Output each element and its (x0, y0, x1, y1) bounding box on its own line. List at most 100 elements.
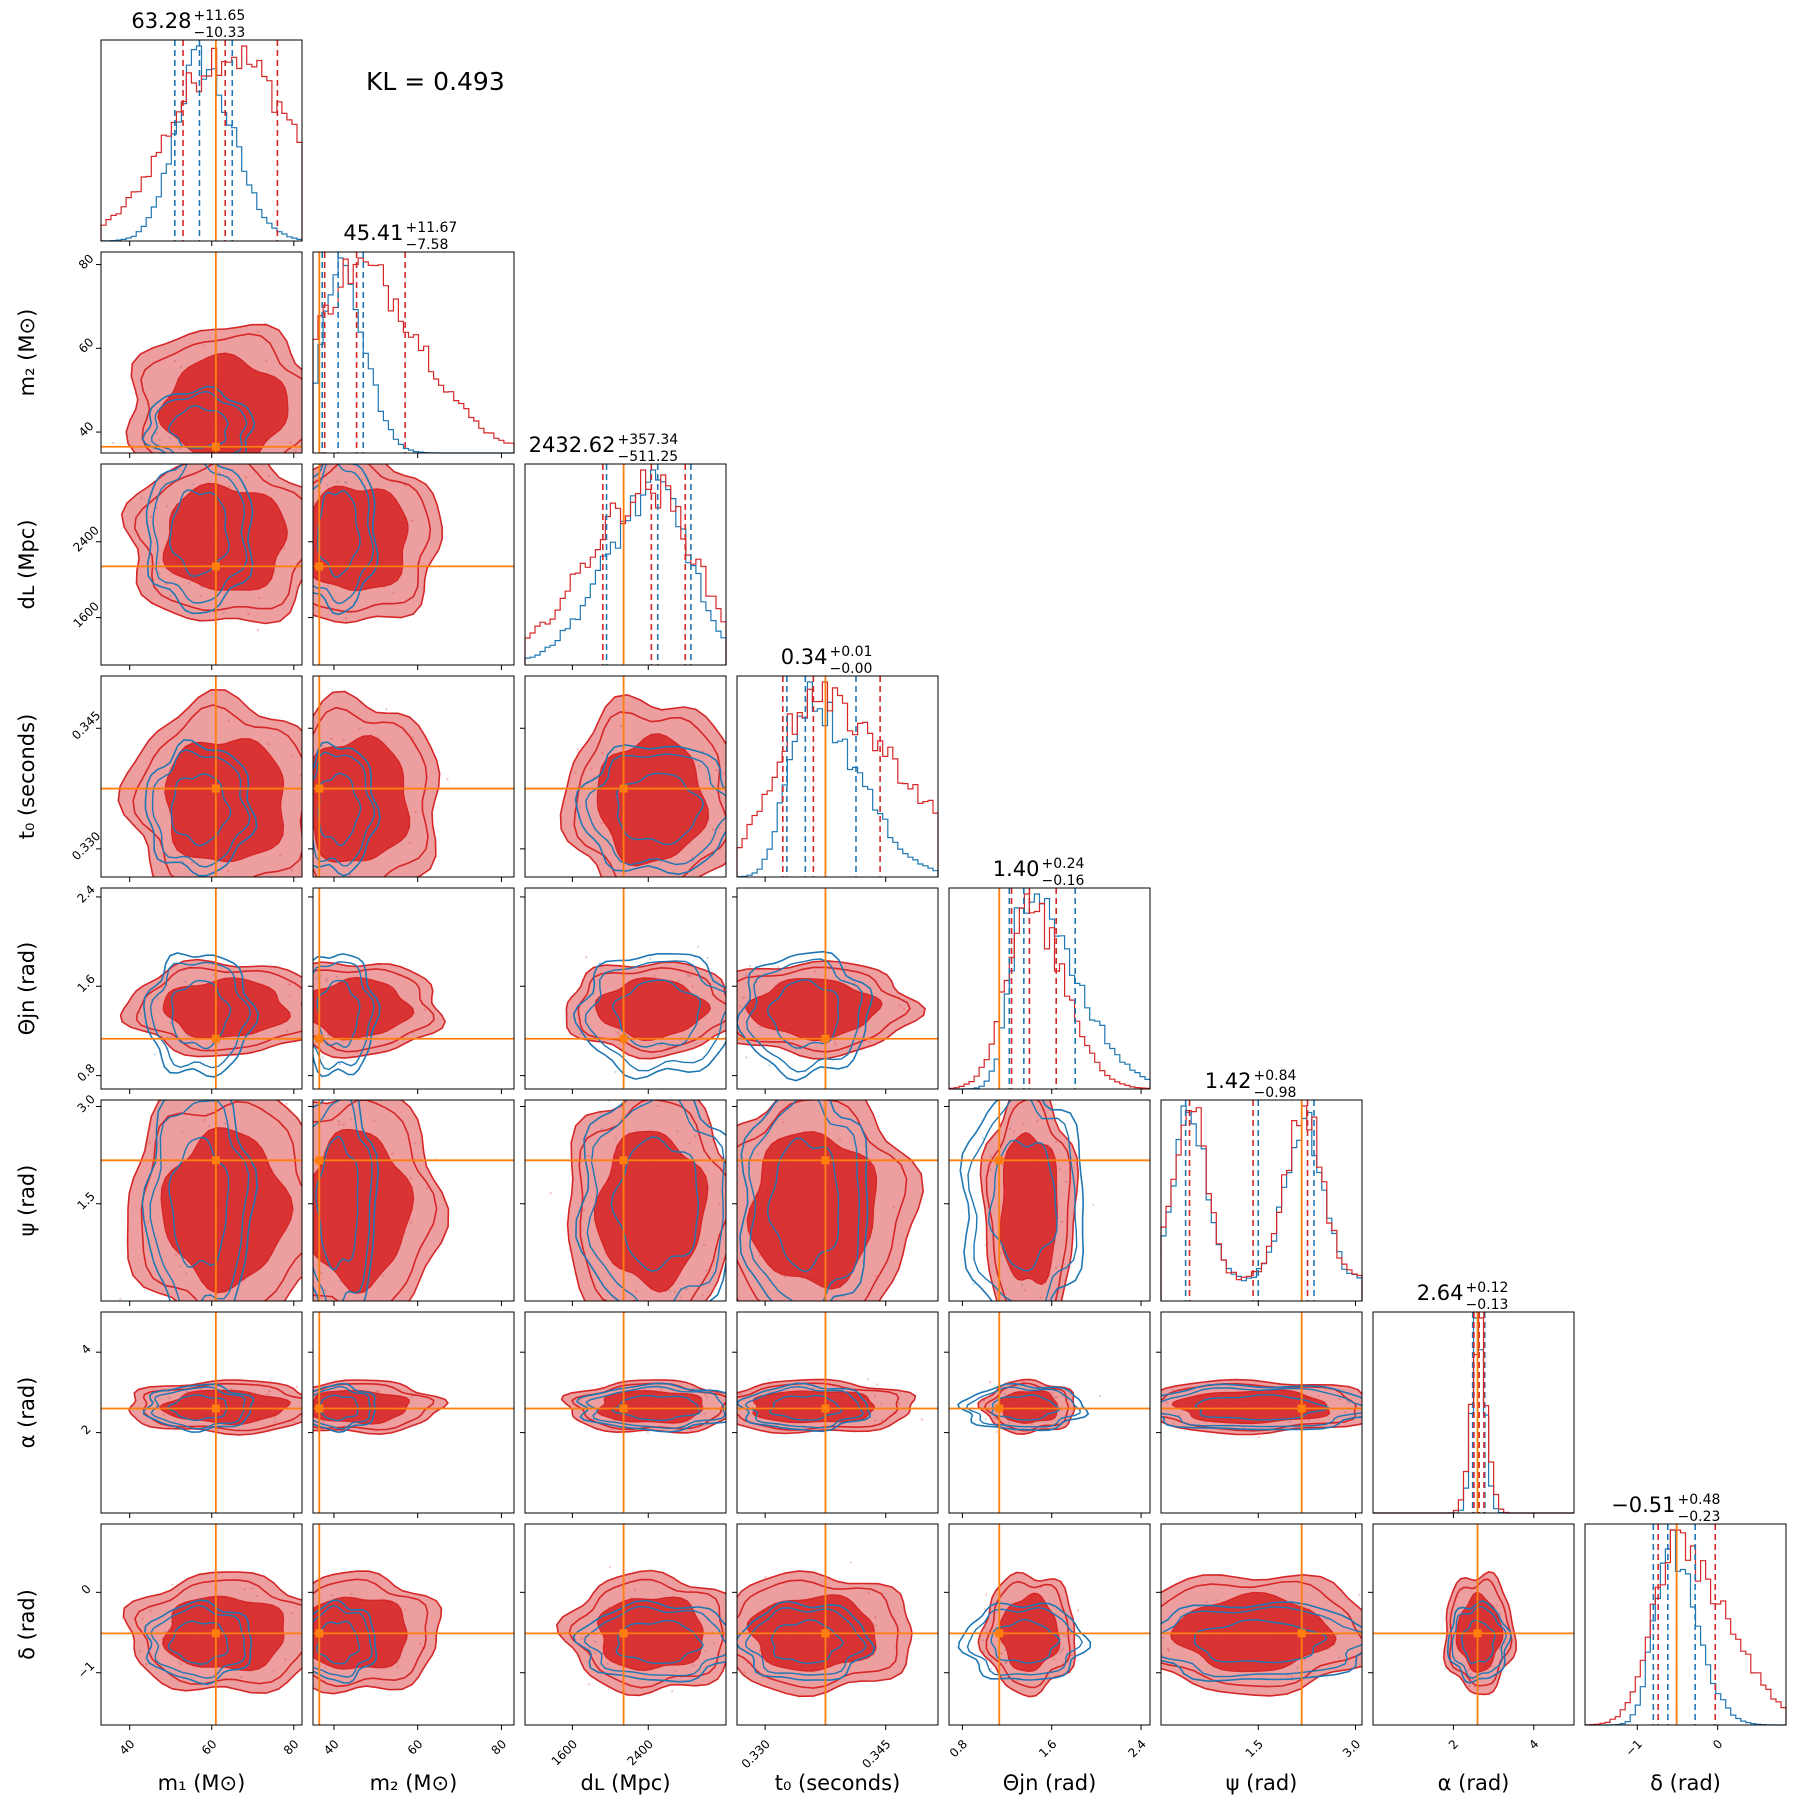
scatter-point-series-b (691, 860, 694, 863)
scatter-point-series-b (326, 484, 329, 487)
scatter-point-series-a (218, 472, 221, 475)
scatter-point-series-b (183, 980, 187, 984)
panel-content (525, 676, 726, 877)
histogram-panel-psi: 1.42 +0.84−0.98 (1160, 1068, 1363, 1306)
scatter-point-series-a (220, 895, 222, 897)
panel-content (309, 888, 514, 1089)
scatter-point-series-a (273, 1420, 277, 1424)
scatter-point-series-a (250, 892, 252, 894)
x-axis-title-m2: m₂ (M⊙) (370, 1771, 458, 1795)
truth-marker (315, 562, 324, 571)
scatter-point-series-a (646, 1430, 650, 1434)
contour-level-inner-series-b (766, 1137, 840, 1273)
contour-level-outer2-series-b (1451, 1606, 1507, 1679)
panel-title-minus: −0.13 (1466, 1297, 1509, 1313)
contour-level-inner-series-a (313, 1128, 415, 1295)
scatter-point-series-a (414, 811, 417, 814)
scatter-point-series-b (1171, 1388, 1174, 1392)
y-axis-title-delta: δ (rad) (15, 1589, 39, 1660)
scatter-point-series-b (989, 1155, 992, 1158)
y-tick-label: 0 (79, 1582, 94, 1597)
scatter-point-series-a (892, 1205, 896, 1209)
scatter-point-series-b (324, 1288, 327, 1292)
x-tick-label: 40 (117, 1737, 138, 1758)
scatter-point-series-a (303, 494, 305, 496)
scatter-point-series-a (325, 980, 328, 983)
scatter-point-series-b (222, 611, 225, 614)
scatter-point-series-a (1022, 1123, 1025, 1126)
panel-frame (736, 887, 939, 1090)
scatter-point-series-b (1008, 1127, 1012, 1131)
y-axis-title-thetajn: Θjn (rad) (15, 942, 39, 1036)
scatter-point-series-a (309, 1020, 311, 1022)
contour-level-outer-series-b (313, 464, 379, 616)
scatter-point-series-a (608, 1566, 612, 1569)
panel-content (101, 888, 302, 1089)
contour-level-inner-series-b (612, 979, 701, 1048)
scatter-point-series-a (762, 1676, 765, 1679)
histogram-panel-alpha: 2.64 +0.12−0.13 (1372, 1280, 1575, 1518)
scatter-point-series-b (712, 1642, 716, 1645)
contour-level-outer2-series-a (313, 706, 429, 877)
scatter-point-series-b (188, 582, 191, 585)
scatter-point-series-b (1338, 1656, 1341, 1659)
scatter-point-series-a (1496, 1604, 1499, 1607)
scatter-point-series-b (177, 1661, 180, 1664)
scatter-point-series-a (1013, 1130, 1016, 1133)
histogram-series-a (1584, 1529, 1787, 1726)
contour-level-inner-series-b (615, 772, 705, 846)
panel-content (101, 1524, 302, 1725)
scatter-point-series-a (1472, 1677, 1475, 1681)
scatter-point-series-a (833, 1041, 837, 1044)
scatter-point-series-a (727, 1313, 729, 1315)
histogram-series-a (524, 469, 727, 665)
scatter-point-series-a (764, 1576, 767, 1579)
scatter-point-series-a (350, 1592, 353, 1596)
scatter-point-series-b (768, 1064, 771, 1067)
histogram-series-b (1585, 1529, 1786, 1726)
scatter-point-series-a (409, 1176, 413, 1180)
scatter-point-series-b (1003, 1649, 1007, 1652)
scatter-point-series-a (303, 1115, 305, 1117)
contour-level-outer2-series-a (737, 1100, 908, 1301)
scatter-point-series-b (704, 1393, 707, 1397)
contour-level-inner-series-a (313, 976, 415, 1041)
contour-level-inner-series-b (988, 1139, 1058, 1272)
scatter-point-series-a (834, 1043, 838, 1046)
scatter-point-series-a (173, 359, 177, 363)
scatter-point-series-a (414, 1142, 417, 1145)
scatter-point-series-b (1053, 1396, 1057, 1399)
scatter-point-series-b (1058, 1651, 1062, 1654)
scatter-point-series-b (757, 1153, 760, 1156)
scatter-point-series-b (990, 1168, 993, 1172)
x-tick-label: 4 (1526, 1737, 1541, 1752)
contour-level-inner-series-b (315, 1135, 359, 1271)
scatter-point-series-a (671, 1690, 674, 1693)
scatter-point-series-a (1468, 1684, 1471, 1687)
panel-frame (948, 887, 1151, 1090)
scatter-point-series-b (820, 1043, 823, 1046)
scatter-point-series-a (203, 1118, 206, 1122)
scatter-point-series-a (255, 1594, 259, 1598)
histogram-series-b (524, 469, 727, 665)
scatter-point-series-a (875, 1383, 879, 1386)
scatter-point-series-a (873, 1624, 877, 1627)
panel-frame (736, 1523, 939, 1726)
scatter-point-series-a (613, 1419, 616, 1422)
y-axis-title-psi: ψ (rad) (15, 1165, 39, 1237)
contour-level-inner-series-a (999, 1132, 1058, 1286)
scatter-point-series-a (875, 1274, 878, 1278)
x-tick-label: 2400 (625, 1737, 656, 1768)
contour-level-outer2-series-b (150, 1604, 246, 1679)
contour-level-outer2-series-b (586, 1100, 726, 1301)
scatter-point-series-b (731, 1625, 733, 1627)
contour-panel-dL-delta: 1600 2400 (520, 1523, 733, 1768)
y-tick-label: 4 (79, 1342, 94, 1357)
truth-marker (315, 1034, 324, 1043)
contour-panel-m1-delta: 40 60 80 −1 0 (75, 1523, 303, 1758)
scatter-point-series-b (685, 1287, 688, 1291)
scatter-point-series-b (344, 481, 347, 484)
panel-title-plus: +0.24 (1042, 856, 1085, 872)
contour-level-outer-series-b (739, 1100, 869, 1301)
y-tick-label: 1.5 (74, 1189, 97, 1212)
